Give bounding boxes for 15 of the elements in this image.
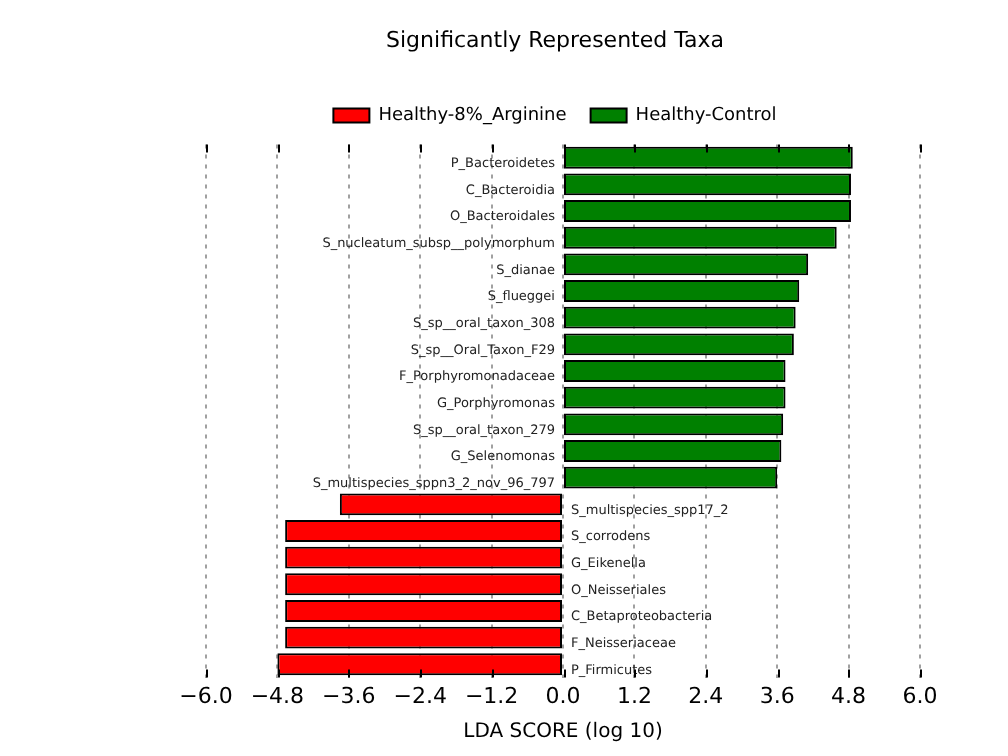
x-tick-label: −1.2 [464, 682, 519, 709]
x-tick-label: −4.8 [250, 682, 305, 709]
chart-title: Significantly Represented Taxa [386, 26, 724, 53]
x-tick-label: −3.6 [322, 682, 376, 709]
legend-label: Healthy-8%_Arginine [378, 106, 568, 127]
x-tick-label: 0.0 [545, 682, 581, 709]
x-tick-label: 4.8 [831, 682, 867, 709]
x-axis-title: LDA SCORE (log 10) [463, 721, 663, 744]
x-tick-label: 6.0 [902, 682, 938, 709]
x-tick-label: 1.2 [616, 682, 652, 709]
legend-label: Healthy-Control [635, 106, 777, 127]
x-tick-label: −2.4 [393, 682, 447, 709]
x-tick-label: 2.4 [688, 682, 724, 709]
x-tick-label: −6.0 [179, 682, 233, 709]
x-tick-label: 3.6 [759, 682, 795, 709]
